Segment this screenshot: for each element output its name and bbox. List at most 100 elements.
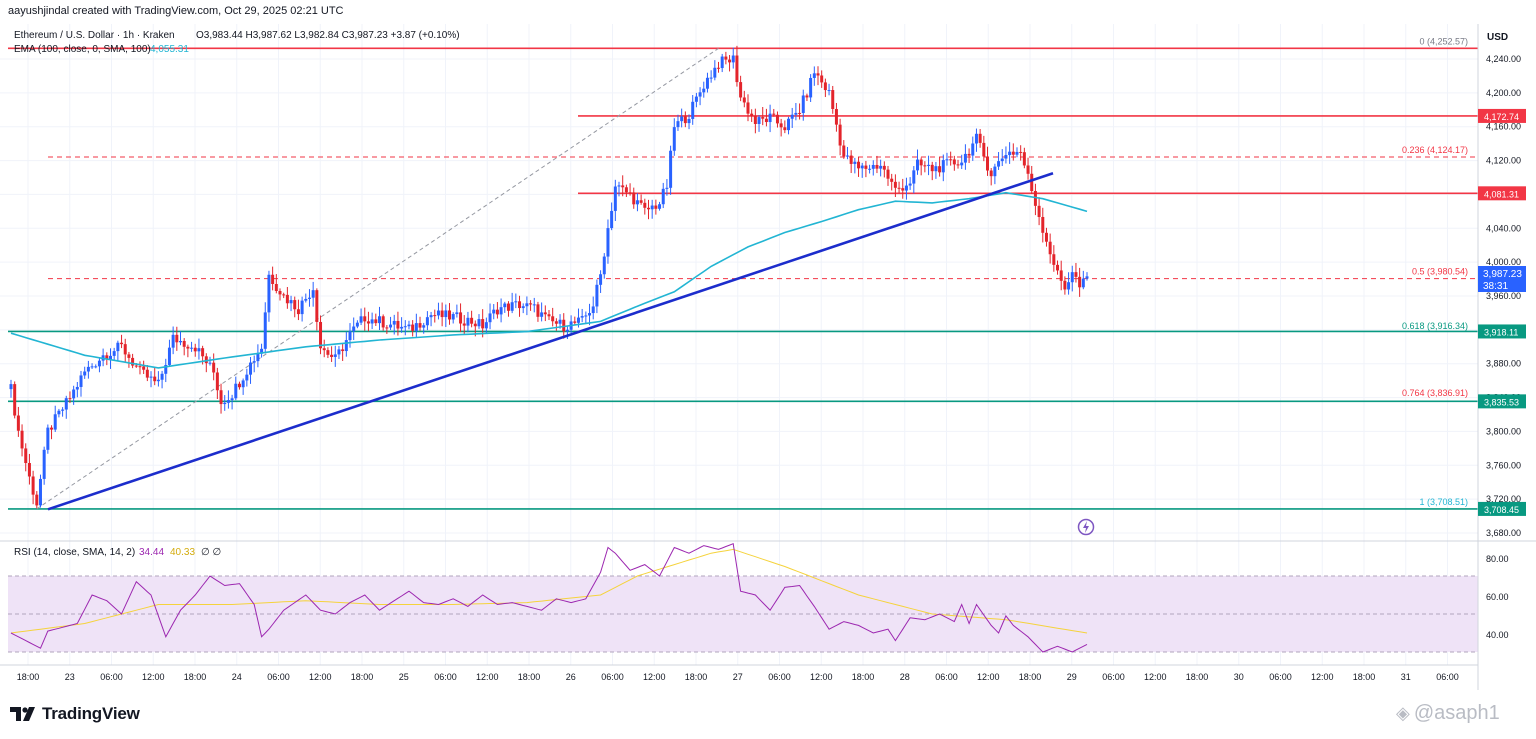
candle-body	[425, 317, 429, 326]
fib-labels: 0 (4,252.57) 0.236 (4,124.17) 0.5 (3,980.5…	[1402, 36, 1468, 507]
candle-body	[923, 165, 927, 167]
candle-body	[735, 55, 739, 83]
current-price-tag	[1478, 266, 1526, 292]
rsi-sma-value: 40.33	[170, 547, 195, 558]
candle-body	[919, 159, 923, 166]
candle-body	[705, 77, 709, 89]
candle-body	[503, 303, 507, 308]
candle-body	[532, 304, 536, 306]
candle-body	[805, 95, 809, 98]
candle-body	[536, 304, 540, 317]
tradingview-logo[interactable]: TradingView	[10, 704, 140, 724]
symbol-legend[interactable]: Ethereum / U.S. Dollar · 1h · Kraken	[14, 30, 175, 41]
candle-body	[1044, 232, 1048, 242]
time-tick-label: 06:00	[1436, 672, 1459, 682]
candle-body	[377, 316, 381, 324]
candle-body	[599, 274, 603, 285]
level-price-tag-text: 4,081.31	[1484, 189, 1519, 199]
candle-body	[963, 153, 967, 163]
candle-body	[938, 166, 942, 173]
time-tick-label: 06:00	[100, 672, 123, 682]
candle-body	[672, 127, 676, 151]
alert-icon[interactable]	[1077, 518, 1095, 536]
candle-body	[105, 355, 109, 360]
candle-body	[53, 414, 57, 430]
candle-body	[201, 348, 205, 357]
fib-level-label: 0.618 (3,916.34)	[1402, 321, 1468, 331]
candle-body	[499, 307, 503, 315]
price-tick-label: 4,120.00	[1486, 156, 1521, 166]
candle-body	[632, 192, 636, 205]
candle-body	[359, 316, 363, 323]
candle-body	[61, 409, 65, 411]
price-tick-label: 4,040.00	[1486, 223, 1521, 233]
candle-body	[927, 164, 931, 166]
candle-body	[186, 346, 190, 349]
candle-body	[97, 360, 101, 367]
candle-body	[35, 494, 39, 506]
candle-body	[764, 118, 768, 123]
candle-body	[142, 366, 146, 370]
candle-body	[167, 347, 171, 365]
candle-body	[591, 306, 595, 314]
candle-body	[1063, 280, 1067, 290]
candle-body	[613, 186, 617, 211]
candle-body	[219, 390, 223, 405]
ema-legend[interactable]: EMA (100, close, 0, SMA, 100)	[14, 44, 151, 55]
candle-body	[444, 310, 448, 318]
fib-level-label: 0.764 (3,836.91)	[1402, 388, 1468, 398]
fib-level-label: 0 (4,252.57)	[1419, 36, 1468, 46]
candle-body	[411, 324, 415, 331]
candle-body	[381, 316, 385, 328]
candle-body	[90, 366, 94, 368]
candle-body	[731, 55, 735, 63]
price-tick-label: 3,720.00	[1486, 494, 1521, 504]
candle-body	[646, 207, 650, 210]
rsi-legend[interactable]: RSI (14, close, SMA, 14, 2)	[14, 547, 135, 558]
tradingview-mark-icon	[10, 705, 36, 723]
candle-body	[256, 353, 260, 362]
candle-body	[94, 366, 98, 368]
time-tick-label: 06:00	[434, 672, 457, 682]
ema-line	[10, 191, 1088, 369]
level-price-tag	[1478, 501, 1526, 516]
candle-body	[112, 351, 116, 356]
tradingview-brand: TradingView	[42, 704, 140, 723]
price-axis[interactable]: 4,240.004,200.004,160.004,120.004,080.00…	[1486, 54, 1521, 538]
candle-body	[263, 312, 267, 349]
rsi-value: 34.44	[139, 547, 164, 558]
candle-body	[20, 430, 24, 449]
candle-body	[68, 398, 72, 400]
candle-body	[945, 159, 949, 161]
candle-body	[1019, 151, 1023, 153]
candle-body	[576, 317, 580, 323]
candle-body	[1022, 152, 1026, 166]
time-tick-label: 18:00	[17, 672, 40, 682]
candle-body	[506, 303, 510, 311]
candle-body	[422, 325, 426, 328]
candle-body	[967, 153, 971, 156]
candle-body	[694, 96, 698, 102]
candle-body	[978, 133, 982, 143]
candle-body	[42, 449, 46, 479]
chart-area[interactable]: 0 (4,252.57) 0.236 (4,124.17) 0.5 (3,980.5…	[0, 24, 1536, 694]
candle-body	[149, 376, 153, 378]
trendline[interactable]	[47, 172, 1054, 511]
candle-body	[661, 188, 665, 205]
time-tick-label: 12:00	[142, 672, 165, 682]
time-tick-label: 12:00	[810, 672, 833, 682]
candle-body	[1008, 151, 1012, 156]
candle-body	[875, 164, 879, 169]
candle-body	[1030, 173, 1034, 191]
rsi-tick-40: 40.00	[1486, 630, 1509, 640]
candle-body	[131, 357, 135, 366]
candle-body	[514, 301, 518, 303]
level-price-tag-text: 3,918.11	[1484, 327, 1518, 337]
candle-body	[337, 349, 341, 355]
time-axis[interactable]: 18:00 23 06:00 12:00 18:00 24 06:00 12:00 18:00 2…	[17, 672, 1459, 682]
candle-body	[208, 362, 212, 364]
candle-body	[934, 166, 938, 172]
top-bar: aayushjindal created with TradingView.co…	[0, 0, 1536, 24]
candle-body	[466, 317, 470, 326]
candle-body	[624, 187, 628, 193]
